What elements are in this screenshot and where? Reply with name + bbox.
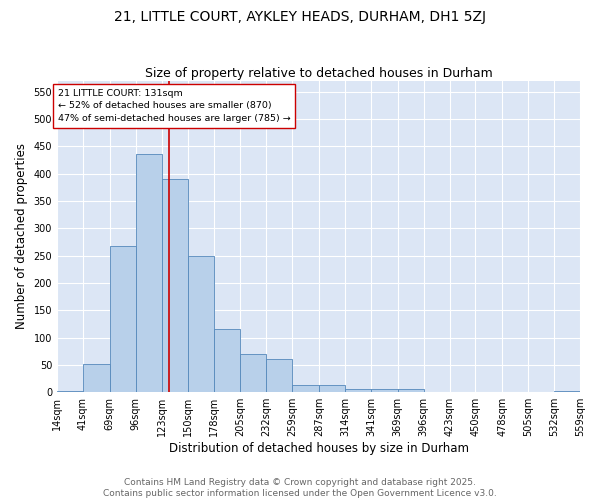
Text: Contains HM Land Registry data © Crown copyright and database right 2025.
Contai: Contains HM Land Registry data © Crown c… <box>103 478 497 498</box>
Bar <box>266 359 292 392</box>
Bar <box>214 329 241 392</box>
Bar <box>292 385 319 392</box>
X-axis label: Distribution of detached houses by size in Durham: Distribution of detached houses by size … <box>169 442 469 455</box>
Y-axis label: Number of detached properties: Number of detached properties <box>15 144 28 330</box>
Bar <box>161 179 188 392</box>
Bar <box>319 385 345 392</box>
Bar <box>83 364 110 392</box>
Bar <box>110 246 136 392</box>
Bar <box>188 256 214 392</box>
Text: 21 LITTLE COURT: 131sqm
← 52% of detached houses are smaller (870)
47% of semi-d: 21 LITTLE COURT: 131sqm ← 52% of detache… <box>58 89 291 123</box>
Bar <box>554 391 580 392</box>
Bar <box>345 390 371 392</box>
Bar <box>57 390 83 392</box>
Title: Size of property relative to detached houses in Durham: Size of property relative to detached ho… <box>145 66 493 80</box>
Bar <box>241 354 266 392</box>
Bar <box>371 389 398 392</box>
Text: 21, LITTLE COURT, AYKLEY HEADS, DURHAM, DH1 5ZJ: 21, LITTLE COURT, AYKLEY HEADS, DURHAM, … <box>114 10 486 24</box>
Bar <box>136 154 161 392</box>
Bar <box>398 390 424 392</box>
